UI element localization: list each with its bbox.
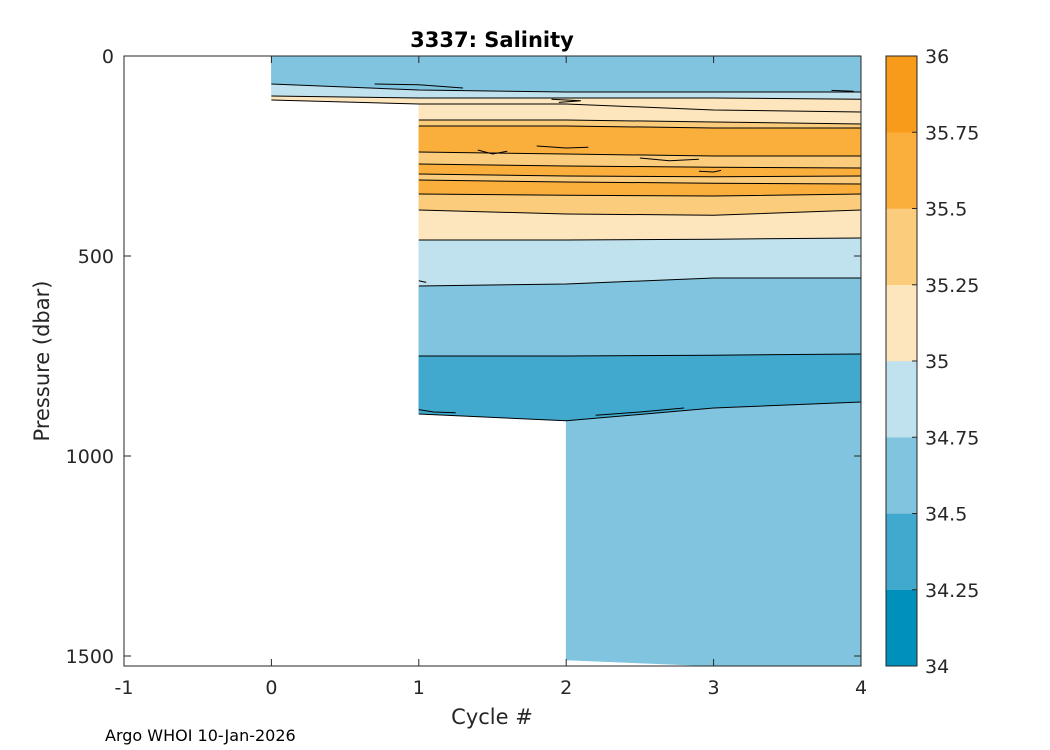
colorbar-tick-label: 36	[925, 46, 949, 68]
y-tick-label: 500	[78, 246, 114, 268]
colorbar-swatch	[885, 284, 918, 362]
contour-band-34.5-34.75	[418, 277, 862, 357]
colorbar-tick-label: 35	[925, 351, 949, 373]
colorbar-tick-label: 35.75	[925, 122, 979, 144]
x-tick-label: 1	[413, 677, 425, 699]
contour-line	[418, 193, 862, 197]
contour-wiggle	[831, 89, 854, 92]
colorbar-tick-label: 34.25	[925, 580, 979, 602]
contour-wiggle	[639, 157, 699, 162]
contour-line	[418, 163, 862, 169]
y-tick-label: 1000	[66, 446, 114, 468]
contour-line	[418, 173, 862, 178]
contour-line	[418, 401, 862, 422]
contour-line	[271, 99, 862, 113]
contour-line	[271, 83, 861, 93]
x-tick-label: 4	[855, 677, 867, 699]
colorbar-swatch	[885, 360, 918, 438]
y-tick-label: 0	[102, 46, 114, 68]
contour-wiggle	[698, 169, 722, 173]
colorbar-swatch	[885, 589, 918, 667]
colorbar-swatch	[885, 132, 918, 209]
contour-wiggle	[477, 149, 508, 155]
colorbar-swatch	[885, 513, 918, 590]
x-tick-label: 3	[708, 677, 720, 699]
colorbar-tick-label: 34	[925, 656, 949, 678]
x-tick-label: 2	[560, 677, 572, 699]
contour-line	[418, 151, 861, 157]
contour-line	[418, 209, 862, 216]
colorbar-tick-label: 35.25	[925, 275, 979, 297]
contour-wiggle	[551, 98, 581, 103]
plot-area	[123, 55, 862, 667]
contour-line	[418, 237, 862, 241]
contour-line	[418, 119, 862, 125]
footer-credit: Argo WHOI 10-Jan-2026	[105, 726, 296, 745]
y-axis-label: Pressure (dbar)	[30, 281, 54, 442]
x-tick-label: 0	[265, 677, 277, 699]
contour-line	[418, 125, 861, 129]
colorbar-tick-label: 34.5	[925, 504, 967, 526]
contour-wiggle	[595, 407, 685, 416]
contour-wiggle	[536, 145, 589, 149]
contour-line	[418, 277, 861, 287]
colorbar-swatch	[885, 437, 918, 514]
y-tick-label: 1500	[66, 646, 114, 668]
x-axis-label: Cycle #	[451, 705, 533, 729]
contour-line	[418, 353, 862, 357]
contour-band-34.5-34.75	[565, 401, 862, 667]
contour-lines	[271, 83, 862, 422]
colorbar-tick-label: 35.5	[925, 199, 967, 221]
x-tick-label: -1	[115, 677, 134, 699]
y-axis: 0 500 1000 1500	[66, 46, 861, 668]
x-axis: -1 0 1 2 3 4	[115, 56, 867, 699]
colorbar-tick-label: 34.75	[925, 427, 979, 449]
chart-title: 3337: Salinity	[410, 28, 574, 52]
contour-bands	[271, 55, 862, 667]
contour-wiggle	[418, 409, 456, 414]
contour-line	[418, 179, 862, 185]
colorbar-swatch	[885, 208, 918, 285]
plot-frame	[123, 55, 862, 667]
colorbar: 34 34.25 34.5 34.75 35 35.25 35.5 35.75 36	[885, 46, 979, 678]
contour-noise-lines	[374, 83, 854, 416]
colorbar-swatch	[885, 55, 918, 133]
contour-wiggle	[374, 83, 464, 89]
contour-wiggle	[418, 280, 427, 283]
contour-line	[271, 95, 862, 100]
